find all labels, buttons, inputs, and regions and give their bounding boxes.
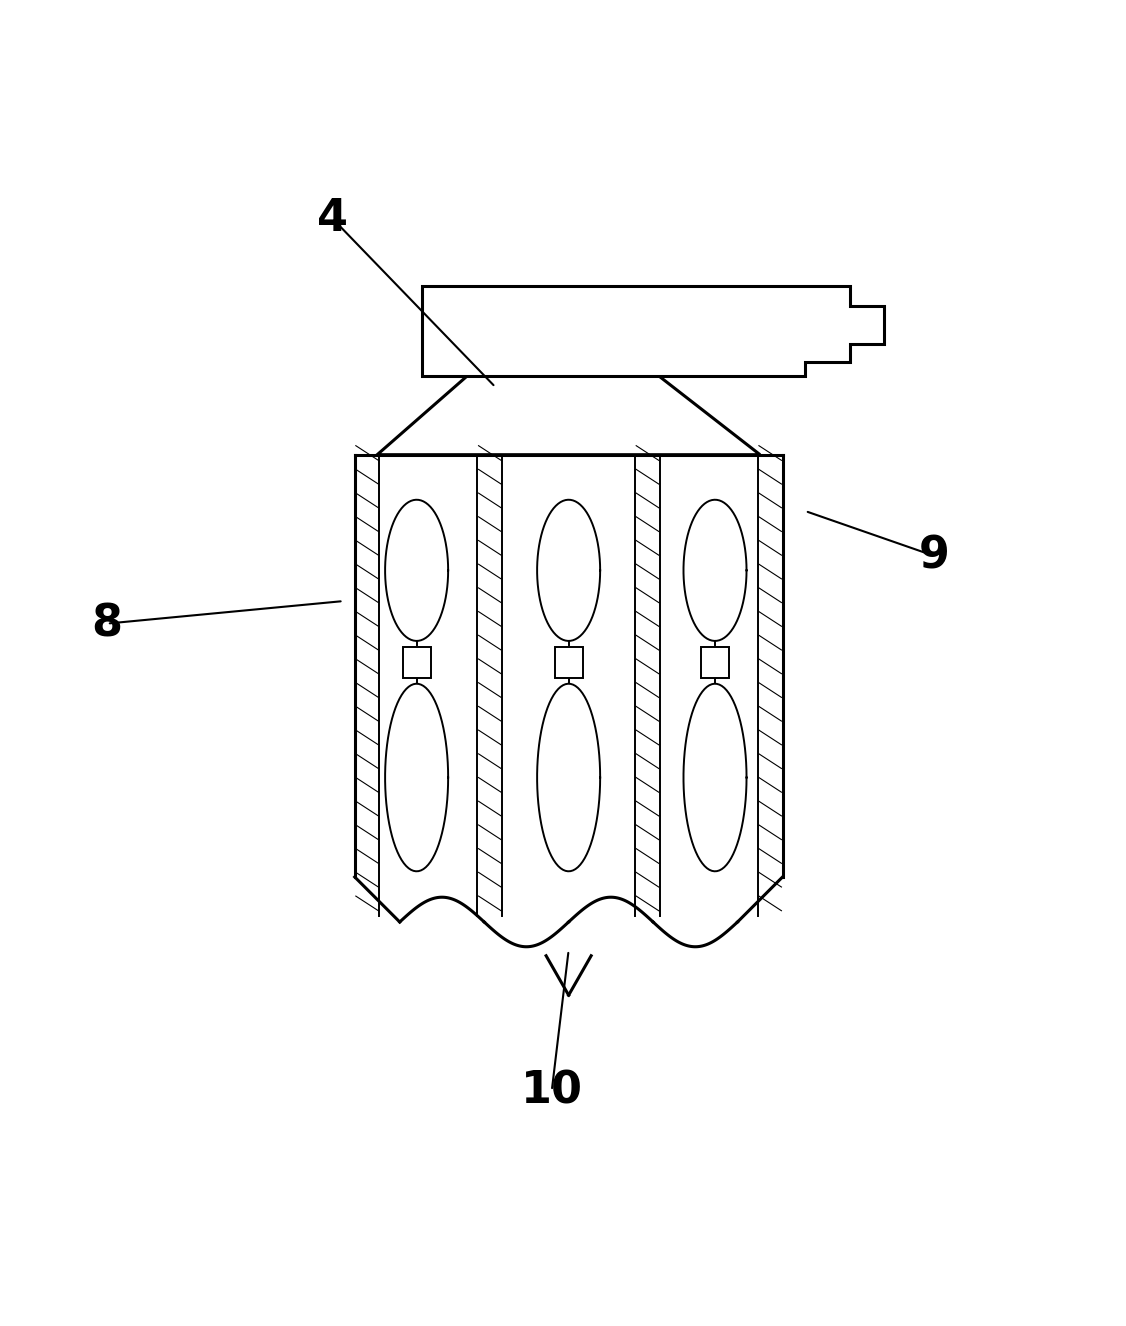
Text: 8: 8 (91, 602, 123, 644)
Polygon shape (377, 375, 760, 455)
Text: 4: 4 (316, 196, 348, 240)
Bar (403, 647, 430, 678)
Bar (700, 647, 730, 678)
Polygon shape (422, 286, 884, 375)
Text: 10: 10 (520, 1069, 583, 1113)
Bar (355, 455, 783, 928)
Text: 9: 9 (919, 534, 950, 578)
Bar (554, 647, 583, 678)
